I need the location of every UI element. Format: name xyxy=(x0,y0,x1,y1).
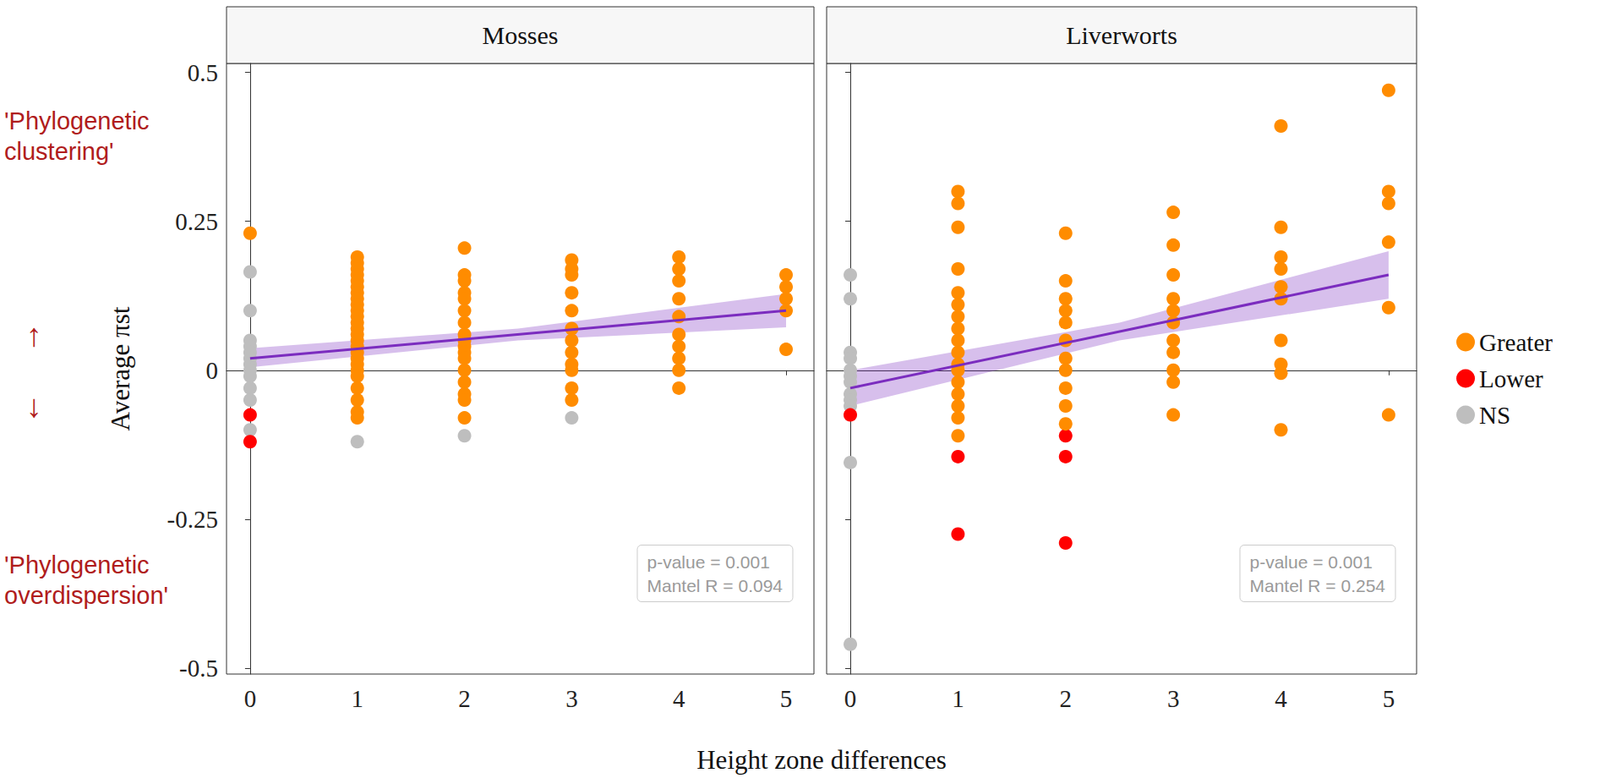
svg-text:5: 5 xyxy=(780,684,793,712)
svg-text:2: 2 xyxy=(1059,684,1073,712)
svg-text:'Phylogenetic: 'Phylogenetic xyxy=(4,107,150,135)
svg-text:Height zone differences: Height zone differences xyxy=(696,744,947,775)
svg-text:1: 1 xyxy=(350,684,364,712)
svg-text:1: 1 xyxy=(951,684,965,712)
svg-text:4: 4 xyxy=(1274,684,1288,712)
svg-text:0.5: 0.5 xyxy=(187,59,219,87)
svg-text:↑: ↑ xyxy=(26,316,43,353)
svg-text:Liverworts: Liverworts xyxy=(1065,21,1178,50)
svg-text:p-value = 0.001: p-value = 0.001 xyxy=(646,551,770,572)
svg-text:3: 3 xyxy=(565,684,579,712)
svg-text:Mantel R = 0.254: Mantel R = 0.254 xyxy=(1249,575,1386,596)
svg-text:Average πst: Average πst xyxy=(105,305,136,431)
svg-text:overdispersion': overdispersion' xyxy=(4,581,169,609)
svg-text:2: 2 xyxy=(458,684,471,712)
svg-text:'Phylogenetic: 'Phylogenetic xyxy=(4,551,150,579)
svg-text:5: 5 xyxy=(1382,684,1396,712)
svg-text:clustering': clustering' xyxy=(4,137,115,165)
svg-text:Mantel R = 0.094: Mantel R = 0.094 xyxy=(646,575,783,596)
svg-text:4: 4 xyxy=(672,684,686,712)
svg-text:3: 3 xyxy=(1167,684,1180,712)
svg-text:Mosses: Mosses xyxy=(481,21,558,50)
svg-text:0: 0 xyxy=(844,684,858,712)
svg-text:Lower: Lower xyxy=(1479,365,1544,393)
svg-text:NS: NS xyxy=(1479,401,1511,429)
svg-text:0: 0 xyxy=(244,684,257,712)
svg-text:0: 0 xyxy=(206,356,219,384)
svg-text:↓: ↓ xyxy=(26,387,43,424)
svg-text:-0.25: -0.25 xyxy=(167,505,219,533)
svg-text:p-value = 0.001: p-value = 0.001 xyxy=(1249,551,1372,572)
svg-text:-0.5: -0.5 xyxy=(179,654,219,682)
svg-text:Greater: Greater xyxy=(1479,328,1553,356)
svg-text:0.25: 0.25 xyxy=(174,207,219,235)
